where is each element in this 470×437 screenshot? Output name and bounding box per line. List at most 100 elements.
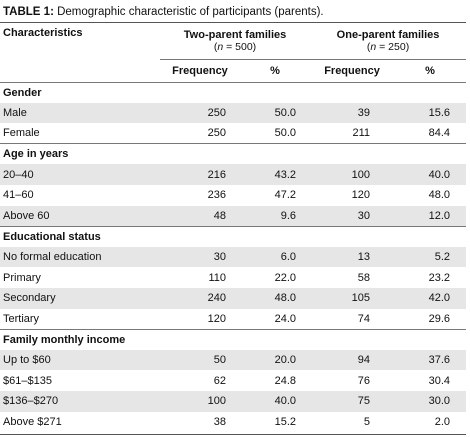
group2-frequency: 13: [310, 246, 395, 268]
table-row: 41–60 236 47.2 120 48.0: [0, 185, 466, 206]
group2-frequency: 39: [310, 102, 395, 124]
group2-percent: 37.6: [394, 349, 467, 371]
group2-frequency: 211: [352, 127, 371, 140]
group1-percent-header: %: [240, 58, 311, 82]
group1-frequency: 48: [160, 205, 240, 227]
group2-header: One-parent families (n = 250): [310, 24, 466, 59]
group2-percent: 23.2: [428, 271, 451, 284]
group1-percent: 47.2: [274, 189, 297, 202]
group1-percent: 50.0: [274, 127, 297, 140]
group1-frequency: 240: [160, 287, 240, 309]
group2-percent: 12.0: [394, 205, 467, 227]
table-bottom-rule: [0, 434, 466, 435]
group2-frequency: 105: [310, 287, 395, 309]
table-row: Primary 110 22.0 58 23.2: [0, 267, 466, 288]
row-label: Primary: [3, 271, 41, 284]
table-caption-label: TABLE 1:: [3, 6, 54, 18]
section-row: Educational status: [0, 225, 467, 247]
group1-percent: 43.2: [240, 164, 311, 185]
group1-title: Two-parent families: [183, 29, 287, 42]
group1-frequency: 250: [160, 102, 240, 124]
row-label: Up to $60: [0, 349, 160, 371]
row-label: Tertiary: [3, 312, 40, 325]
group1-percent: 20.0: [240, 349, 311, 371]
group1-frequency: 38: [213, 415, 226, 428]
table-row: Female 250 50.0 211 84.4: [0, 123, 466, 144]
table-caption: TABLE 1: Demographic characteristic of p…: [3, 5, 324, 19]
group1-percent: 22.0: [274, 271, 297, 284]
group2-frequency: 5: [363, 415, 371, 428]
group1-frequency-header: Frequency: [160, 58, 240, 82]
section-row: Age in years: [0, 143, 467, 165]
group2-n: (n = 250): [366, 41, 410, 54]
group1-frequency: 250: [207, 127, 226, 140]
group2-frequency: 100: [310, 164, 395, 185]
row-label: Above 60: [0, 205, 160, 227]
table-body: Gender Male 250 50.0 39 15.6 Female 250 50.0 211 8…: [0, 81, 467, 433]
demographics-table: Characteristics Two-parent families (n =…: [0, 24, 467, 433]
group2-percent: 40.0: [394, 164, 467, 185]
table-row: Up to $60 50 20.0 94 37.6: [0, 349, 467, 371]
group1-percent: 24.8: [274, 374, 297, 387]
table-row: $136–$270 100 40.0 75 30.0: [0, 390, 467, 412]
group2-percent: 84.4: [428, 127, 451, 140]
row-label: $61–$135: [3, 374, 52, 387]
section-title: Family monthly income: [0, 328, 467, 350]
group2-frequency: 30: [310, 205, 395, 227]
group2-percent: 2.0: [434, 415, 451, 428]
table-row: 20–40 216 43.2 100 40.0: [0, 164, 467, 185]
header-row-groups: Characteristics Two-parent families (n =…: [0, 24, 466, 59]
group2-percent: 15.6: [394, 102, 467, 124]
group2-frequency: 94: [310, 349, 395, 371]
group2-percent: 29.6: [428, 312, 451, 325]
table-top-rule: [0, 22, 466, 23]
group1-frequency: 50: [160, 349, 240, 371]
group1-percent: 50.0: [240, 102, 311, 124]
group2-frequency: 75: [310, 390, 395, 412]
group1-percent: 9.6: [240, 205, 311, 227]
table-row: Above 60 48 9.6 30 12.0: [0, 205, 467, 227]
group2-frequency: 76: [357, 374, 371, 387]
row-label: Secondary: [0, 287, 160, 309]
group1-frequency: 236: [207, 189, 226, 202]
group2-percent: 30.0: [394, 390, 467, 412]
table-caption-text: Demographic characteristic of participan…: [53, 6, 324, 18]
row-label: 41–60: [3, 189, 34, 202]
row-label: Female: [3, 127, 40, 140]
group2-frequency: 74: [357, 312, 371, 325]
group2-percent: 48.0: [428, 189, 451, 202]
table-row: No formal education 30 6.0 13 5.2: [0, 246, 467, 268]
row-label: $136–$270: [0, 390, 160, 412]
row-label: No formal education: [0, 246, 160, 268]
section-title: Age in years: [0, 143, 467, 165]
group1-frequency: 120: [207, 312, 226, 325]
group1-header: Two-parent families (n = 500): [160, 24, 310, 59]
group1-frequency: 216: [160, 164, 240, 185]
group1-percent: 48.0: [240, 287, 311, 309]
group2-percent-header: %: [394, 58, 467, 82]
group1-n: (n = 500): [213, 41, 257, 54]
row-label: Male: [0, 102, 160, 124]
group1-frequency: 110: [208, 271, 226, 284]
group2-percent: 5.2: [394, 246, 467, 268]
group1-percent: 15.2: [274, 415, 297, 428]
group1-frequency: 100: [160, 390, 240, 412]
group2-title: One-parent families: [336, 29, 440, 42]
group2-frequency-header: Frequency: [310, 58, 395, 82]
table-row: Secondary 240 48.0 105 42.0: [0, 287, 467, 309]
group2-percent: 42.0: [394, 287, 467, 309]
group1-percent: 24.0: [274, 312, 297, 325]
row-label: 20–40: [0, 164, 160, 185]
group1-frequency: 30: [160, 246, 240, 268]
section-row: Gender: [0, 81, 467, 103]
table-row: Tertiary 120 24.0 74 29.6: [0, 309, 466, 330]
group2-percent: 30.4: [428, 374, 451, 387]
group2-frequency: 120: [351, 189, 371, 202]
table-row: $61–$135 62 24.8 76 30.4: [0, 370, 466, 391]
header-row-measures: Frequency % Frequency %: [0, 58, 467, 82]
characteristics-header: Characteristics: [3, 27, 83, 39]
table-row: Above $271 38 15.2 5 2.0: [0, 412, 466, 433]
group1-frequency: 62: [213, 374, 226, 387]
row-label: Above $271: [3, 415, 62, 428]
section-title: Gender: [0, 81, 467, 103]
